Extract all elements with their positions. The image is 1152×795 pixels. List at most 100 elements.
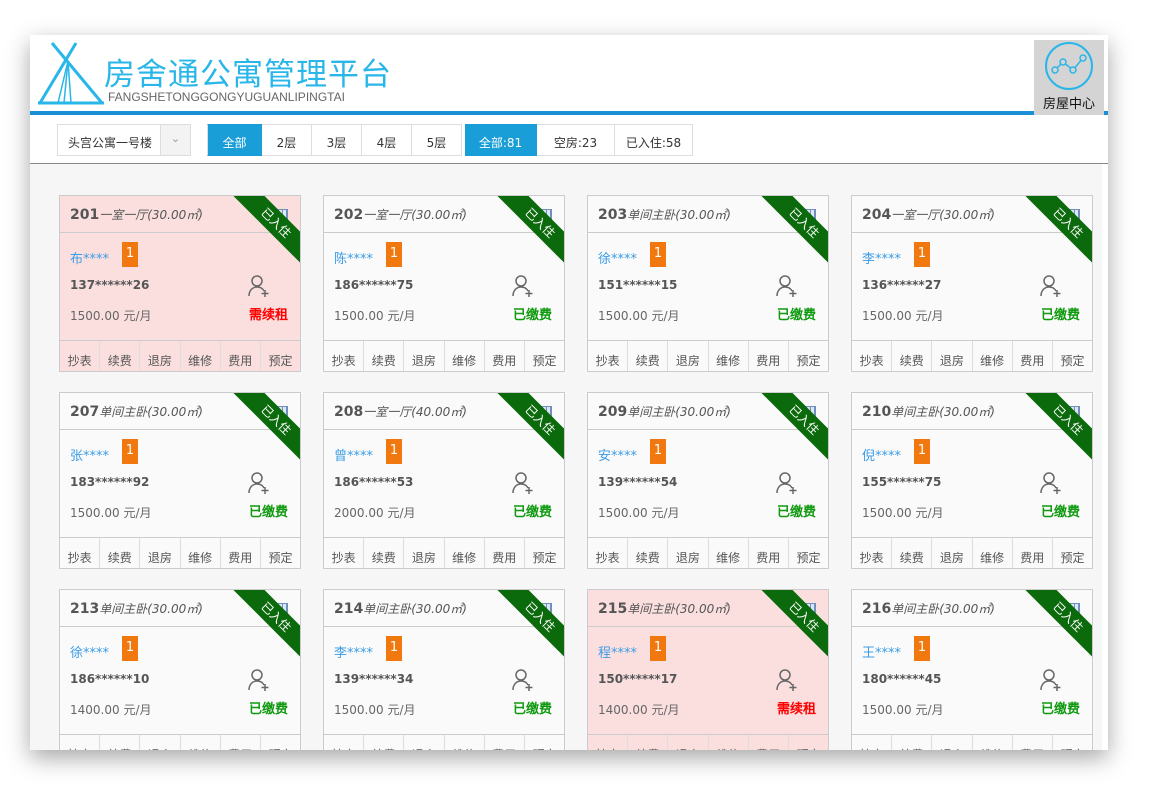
action-button[interactable]: 维修	[973, 341, 1013, 371]
action-button[interactable]: 退房	[140, 341, 181, 371]
tenant-name[interactable]: 张****	[70, 449, 110, 464]
floor-tab[interactable]: 3层	[312, 124, 362, 156]
room-card[interactable]: 210单间主卧(30.00㎡) 已入住 倪**** 1 155******75 …	[851, 392, 1093, 569]
action-button[interactable]: 续费	[892, 341, 933, 371]
action-button[interactable]: 预定	[796, 354, 821, 368]
action-button[interactable]: 费用	[485, 341, 525, 371]
floor-tab[interactable]: 4层	[362, 124, 412, 156]
add-user-icon[interactable]	[1039, 274, 1063, 298]
action-button[interactable]: 维修	[445, 735, 485, 750]
action-button[interactable]: 费用	[1013, 341, 1053, 371]
tenant-name[interactable]: 安****	[598, 449, 638, 464]
tenant-name[interactable]: 徐****	[70, 646, 110, 661]
action-button[interactable]: 抄表	[852, 735, 893, 750]
action-button[interactable]: 维修	[709, 538, 749, 568]
tenant-name[interactable]: 布****	[70, 252, 110, 267]
house-center-button[interactable]: 房屋中心	[1034, 40, 1104, 115]
action-button[interactable]: 抄表	[324, 341, 365, 371]
action-button[interactable]: 维修	[973, 538, 1013, 568]
action-button[interactable]: 续费	[364, 341, 405, 371]
action-button[interactable]: 退房	[668, 538, 709, 568]
room-card[interactable]: 209单间主卧(30.00㎡) 已入住 安**** 1 139******54 …	[587, 392, 829, 569]
filter-tab[interactable]: 已入住:58	[615, 124, 693, 156]
action-button[interactable]: 续费	[892, 538, 933, 568]
tenant-name[interactable]: 曾****	[334, 449, 374, 464]
action-button[interactable]: 预定	[789, 735, 828, 750]
action-button[interactable]: 费用	[485, 538, 525, 568]
tenant-name[interactable]: 倪****	[862, 449, 902, 464]
action-button[interactable]: 续费	[628, 341, 669, 371]
room-card[interactable]: 207单间主卧(30.00㎡) 已入住 张**** 1 183******92 …	[59, 392, 301, 569]
action-button[interactable]: 预定	[268, 551, 293, 565]
action-button[interactable]: 预定	[1060, 354, 1085, 368]
tenant-name[interactable]: 陈****	[334, 252, 374, 267]
filter-tab[interactable]: 全部:81	[465, 124, 537, 156]
action-button[interactable]: 退房	[140, 735, 181, 750]
action-button[interactable]: 续费	[100, 735, 141, 750]
action-button[interactable]: 续费	[364, 735, 405, 750]
action-button[interactable]: 抄表	[324, 538, 365, 568]
action-button[interactable]: 续费	[628, 538, 669, 568]
action-button[interactable]: 抄表	[588, 735, 629, 750]
add-user-icon[interactable]	[1039, 471, 1063, 495]
add-user-icon[interactable]	[775, 274, 799, 298]
action-button[interactable]: 退房	[140, 538, 181, 568]
room-card[interactable]: 213单间主卧(30.00㎡) 已入住 徐**** 1 186******10 …	[59, 589, 301, 750]
action-button[interactable]: 续费	[100, 538, 141, 568]
add-user-icon[interactable]	[511, 471, 535, 495]
action-button[interactable]: 预定	[1053, 735, 1092, 750]
action-button[interactable]: 维修	[181, 735, 221, 750]
action-button[interactable]: 维修	[181, 341, 221, 371]
action-button[interactable]: 费用	[749, 538, 789, 568]
action-button[interactable]: 维修	[445, 538, 485, 568]
action-button[interactable]: 费用	[221, 735, 261, 750]
room-card[interactable]: 201一室一厅(30.00㎡) 已入住 布**** 1 137******26 …	[59, 195, 301, 372]
floor-tab[interactable]: 5层	[412, 124, 462, 156]
action-button[interactable]: 续费	[628, 735, 669, 750]
add-user-icon[interactable]	[247, 668, 271, 692]
action-button[interactable]: 退房	[668, 341, 709, 371]
tenant-name[interactable]: 程****	[598, 646, 638, 661]
room-card[interactable]: 216单间主卧(30.00㎡) 已入住 王**** 1 180******45 …	[851, 589, 1093, 750]
action-button[interactable]: 抄表	[588, 341, 629, 371]
action-button[interactable]: 维修	[445, 341, 485, 371]
action-button[interactable]: 抄表	[60, 538, 101, 568]
action-button[interactable]: 预定	[1060, 551, 1085, 565]
action-button[interactable]: 费用	[749, 735, 789, 750]
floor-tab[interactable]: 全部	[207, 124, 262, 156]
room-card[interactable]: 214单间主卧(30.00㎡) 已入住 李**** 1 139******34 …	[323, 589, 565, 750]
action-button[interactable]: 维修	[973, 735, 1013, 750]
action-button[interactable]: 续费	[100, 341, 141, 371]
floor-tab[interactable]: 2层	[262, 124, 312, 156]
action-button[interactable]: 预定	[261, 735, 300, 750]
action-button[interactable]: 退房	[404, 735, 445, 750]
action-button[interactable]: 维修	[709, 735, 749, 750]
action-button[interactable]: 费用	[221, 341, 261, 371]
tenant-name[interactable]: 王****	[862, 646, 902, 661]
room-card[interactable]: 202一室一厅(30.00㎡) 已入住 陈**** 1 186******75 …	[323, 195, 565, 372]
action-button[interactable]: 抄表	[588, 538, 629, 568]
filter-tab[interactable]: 空房:23	[537, 124, 615, 156]
add-user-icon[interactable]	[247, 274, 271, 298]
action-button[interactable]: 退房	[932, 538, 973, 568]
add-user-icon[interactable]	[1039, 668, 1063, 692]
action-button[interactable]: 预定	[796, 551, 821, 565]
room-card[interactable]: 204一室一厅(30.00㎡) 已入住 李**** 1 136******27 …	[851, 195, 1093, 372]
add-user-icon[interactable]	[511, 274, 535, 298]
add-user-icon[interactable]	[247, 471, 271, 495]
action-button[interactable]: 抄表	[60, 735, 101, 750]
tenant-name[interactable]: 李****	[334, 646, 374, 661]
tenant-name[interactable]: 徐****	[598, 252, 638, 267]
room-card[interactable]: 215单间主卧(30.00㎡) 已入住 程**** 1 150******17 …	[587, 589, 829, 750]
action-button[interactable]: 抄表	[60, 341, 101, 371]
action-button[interactable]: 预定	[532, 551, 557, 565]
action-button[interactable]: 退房	[932, 341, 973, 371]
action-button[interactable]: 退房	[404, 538, 445, 568]
room-card[interactable]: 203单间主卧(30.00㎡) 已入住 徐**** 1 151******15 …	[587, 195, 829, 372]
action-button[interactable]: 预定	[268, 354, 293, 368]
action-button[interactable]: 抄表	[852, 538, 893, 568]
action-button[interactable]: 续费	[364, 538, 405, 568]
action-button[interactable]: 退房	[404, 341, 445, 371]
action-button[interactable]: 费用	[749, 341, 789, 371]
add-user-icon[interactable]	[775, 471, 799, 495]
